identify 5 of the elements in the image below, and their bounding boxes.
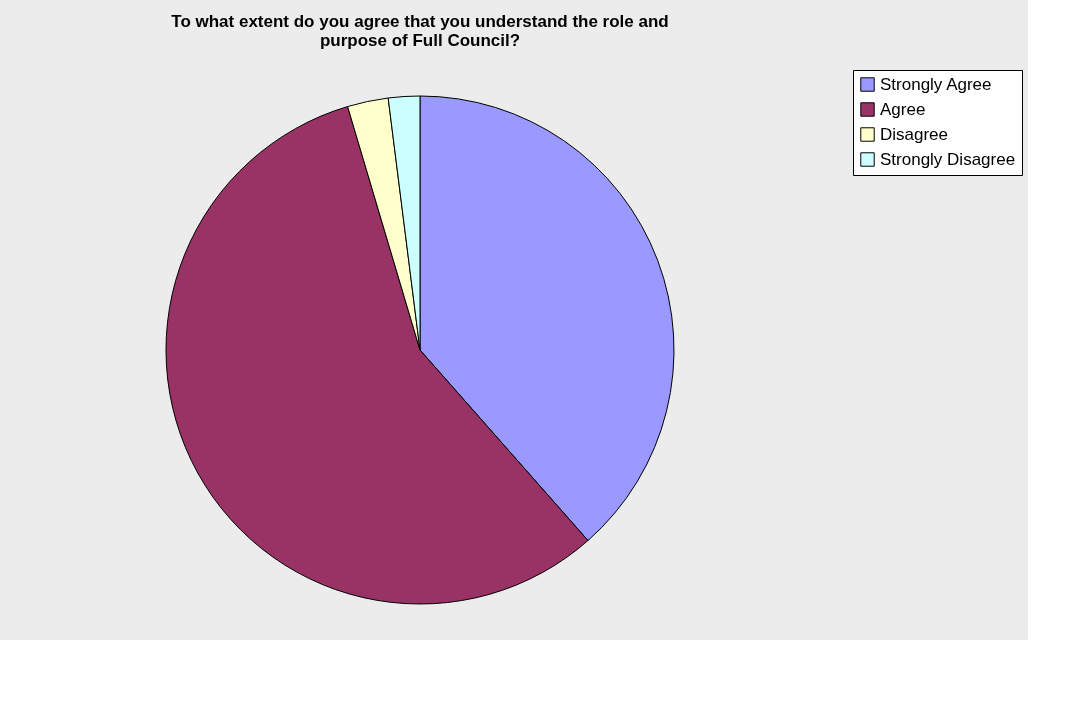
chart-title: To what extent do you agree that you understand the role and purpose of Full Council? [171,11,669,50]
legend-label: Agree [880,99,926,119]
legend-label: Strongly Agree [880,74,992,94]
legend-label: Strongly Disagree [880,149,1016,169]
legend-label: Disagree [880,124,949,144]
